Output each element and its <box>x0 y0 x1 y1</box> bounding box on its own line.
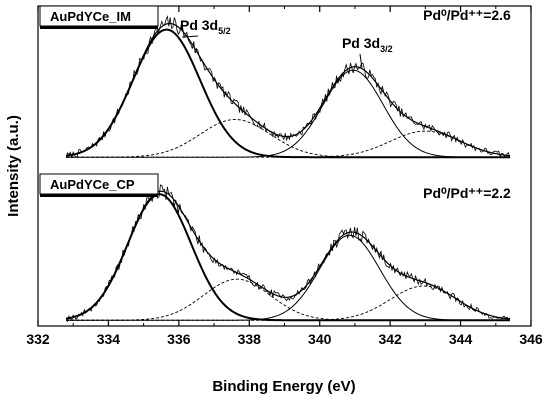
envelope-fit <box>66 22 510 157</box>
component-curve-pd2 <box>66 119 510 158</box>
x-tick-label: 336 <box>167 331 191 347</box>
x-tick-label: 338 <box>238 331 262 347</box>
x-tick-label: 340 <box>308 331 332 347</box>
x-axis-tick-labels: 332 334 336 338 340 342 344 346 <box>26 331 543 347</box>
peak-annotation: Pd 3d5/2 <box>180 17 231 36</box>
pd-ratio: Pd⁰/Pd⁺⁺=2.6 <box>423 7 511 23</box>
component-curve-pd0 <box>66 234 510 321</box>
peak-annotation: Pd 3d3/2 <box>342 35 393 54</box>
component-curve-pd2 <box>66 278 510 321</box>
component-curve-pd2 <box>66 285 510 321</box>
component-curve-pd2 <box>66 130 510 158</box>
x-axis-title: Binding Energy (eV) <box>212 378 355 395</box>
component-curve-pd0 <box>66 28 510 159</box>
panel-1 <box>65 15 511 159</box>
pd-ratio: Pd⁰/Pd⁺⁺=2.2 <box>423 185 511 201</box>
sample-label: AuPdYCe_IM <box>50 9 131 24</box>
x-tick-label: 332 <box>26 331 50 347</box>
label-box <box>39 173 159 195</box>
x-tick-label: 346 <box>519 331 543 347</box>
label-box <box>39 5 159 27</box>
y-axis-title: Intensity (a.u.) <box>5 115 22 217</box>
panel-labels: AuPdYCe_IM Pd⁰/Pd⁺⁺=2.6 Pd 3d5/2 Pd 3d3/2 Au… <box>39 5 511 201</box>
panel-curves <box>65 15 511 323</box>
x-tick-label: 334 <box>97 331 121 347</box>
envelope-fit <box>66 190 510 320</box>
x-tick-label: 344 <box>449 331 473 347</box>
sample-label-box: AuPdYCe_IM <box>39 5 159 29</box>
raw-spectrum <box>65 184 511 323</box>
annotation-arrow <box>359 53 363 68</box>
x-tick-label: 342 <box>378 331 402 347</box>
component-curve-pd0 <box>66 193 510 322</box>
sample-label: AuPdYCe_CP <box>50 177 135 192</box>
panel-2 <box>65 184 511 323</box>
sample-label-box: AuPdYCe_CP <box>39 173 159 197</box>
component-curve-pd0 <box>66 69 510 158</box>
annotation-arrow <box>182 35 199 38</box>
